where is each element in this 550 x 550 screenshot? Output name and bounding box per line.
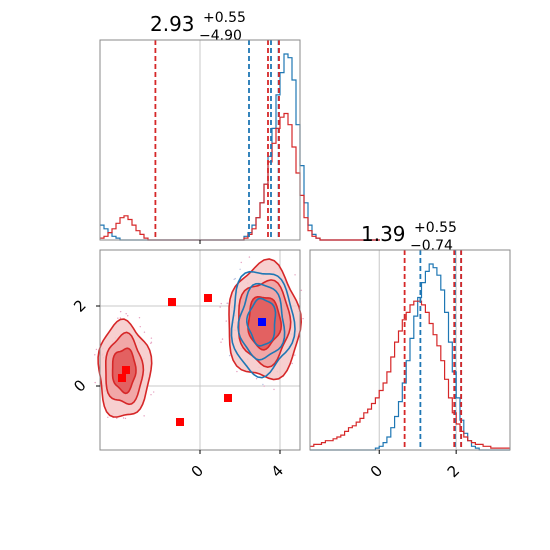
joint-sample-dot bbox=[94, 381, 96, 384]
joint-sample-dot bbox=[300, 289, 303, 291]
joint-sample-dot bbox=[255, 378, 258, 380]
joint-sample-dot bbox=[302, 317, 304, 320]
param1-title-minus: −4.90 bbox=[199, 28, 242, 44]
joint-ytick-label: 2 bbox=[70, 296, 89, 315]
joint-sample-dot bbox=[143, 415, 145, 417]
joint-sample-dot bbox=[150, 337, 153, 339]
joint-sample-dot bbox=[139, 325, 141, 328]
joint-sample-dot bbox=[263, 385, 265, 387]
joint-sample-dot bbox=[221, 338, 224, 340]
param1-title-plus: +0.55 bbox=[203, 10, 246, 26]
param2-xtick-label: 0 bbox=[367, 462, 386, 481]
joint-sample-dot bbox=[94, 354, 96, 356]
joint-sample-dot bbox=[219, 306, 221, 308]
param2-title-plus: +0.55 bbox=[414, 220, 457, 236]
joint-xtick-label: 0 bbox=[188, 462, 207, 481]
joint-ytick-label: 0 bbox=[70, 376, 89, 395]
param2-title-median: 1.39 bbox=[361, 222, 406, 246]
param2-red-histogram bbox=[310, 300, 510, 449]
joint-sample-dot bbox=[220, 302, 222, 305]
joint-sample-dot bbox=[150, 341, 153, 343]
joint-sample-dot bbox=[239, 268, 241, 270]
joint-sample-dot bbox=[262, 383, 264, 386]
param1-title: 2.93 +0.55 −4.90 bbox=[150, 10, 246, 44]
joint-xtick-label: 4 bbox=[268, 462, 287, 481]
joint-blue-contour bbox=[245, 297, 277, 347]
joint-sample-dot bbox=[143, 331, 146, 333]
param2-title-minus: −0.74 bbox=[410, 238, 453, 254]
joint-sample-dot bbox=[233, 278, 235, 281]
joint-sample-dot bbox=[273, 388, 275, 391]
joint-sample-dot bbox=[294, 354, 296, 356]
joint-sample-dot bbox=[117, 317, 119, 319]
joint-sample-dot bbox=[234, 277, 236, 280]
param2-xtick-label: 2 bbox=[444, 462, 463, 481]
joint-sample-dot bbox=[227, 302, 229, 304]
joint-blue-marker bbox=[258, 318, 266, 326]
joint-sample-dot bbox=[124, 417, 127, 420]
joint-red-marker bbox=[176, 418, 184, 426]
param1-red-histogram bbox=[100, 112, 380, 241]
joint-sample-dot bbox=[248, 256, 251, 258]
joint-sample-dot bbox=[95, 348, 98, 351]
joint-sample-dot bbox=[236, 370, 238, 373]
joint-blue-contour bbox=[237, 282, 286, 361]
joint-sample-dot bbox=[240, 261, 242, 264]
joint-sample-dot bbox=[119, 310, 122, 313]
joint-density-panel: 0 4 0 2 bbox=[70, 249, 304, 481]
joint-sample-dot bbox=[152, 391, 155, 393]
joint-red-marker bbox=[122, 366, 130, 374]
joint-sample-dot bbox=[127, 315, 129, 317]
joint-sample-dot bbox=[125, 313, 127, 315]
joint-sample-dot bbox=[294, 274, 296, 276]
joint-blue-contour bbox=[230, 270, 296, 379]
param1-histogram-panel bbox=[99, 39, 380, 244]
joint-sample-dot bbox=[150, 393, 152, 396]
joint-red-marker bbox=[168, 298, 176, 306]
param1-blue-histogram bbox=[100, 53, 380, 241]
param1-title-median: 2.93 bbox=[150, 12, 195, 36]
joint-sample-dot bbox=[138, 317, 141, 319]
joint-red-marker bbox=[224, 394, 232, 402]
joint-sample-dot bbox=[119, 317, 122, 319]
joint-sample-dot bbox=[220, 341, 222, 343]
joint-sample-dot bbox=[122, 417, 125, 419]
param2-blue-histogram bbox=[310, 263, 510, 451]
joint-sample-dot bbox=[291, 362, 293, 365]
param2-title: 1.39 +0.55 −0.74 bbox=[361, 220, 457, 254]
joint-red-marker bbox=[118, 374, 126, 382]
joint-sample-dot bbox=[228, 354, 231, 357]
joint-sample-dot bbox=[116, 417, 118, 420]
param2-frame bbox=[309, 249, 511, 451]
joint-sample-dot bbox=[150, 342, 152, 345]
joint-sample-dot bbox=[225, 320, 227, 322]
joint-red-marker bbox=[204, 294, 212, 302]
joint-sample-dot bbox=[107, 416, 109, 419]
